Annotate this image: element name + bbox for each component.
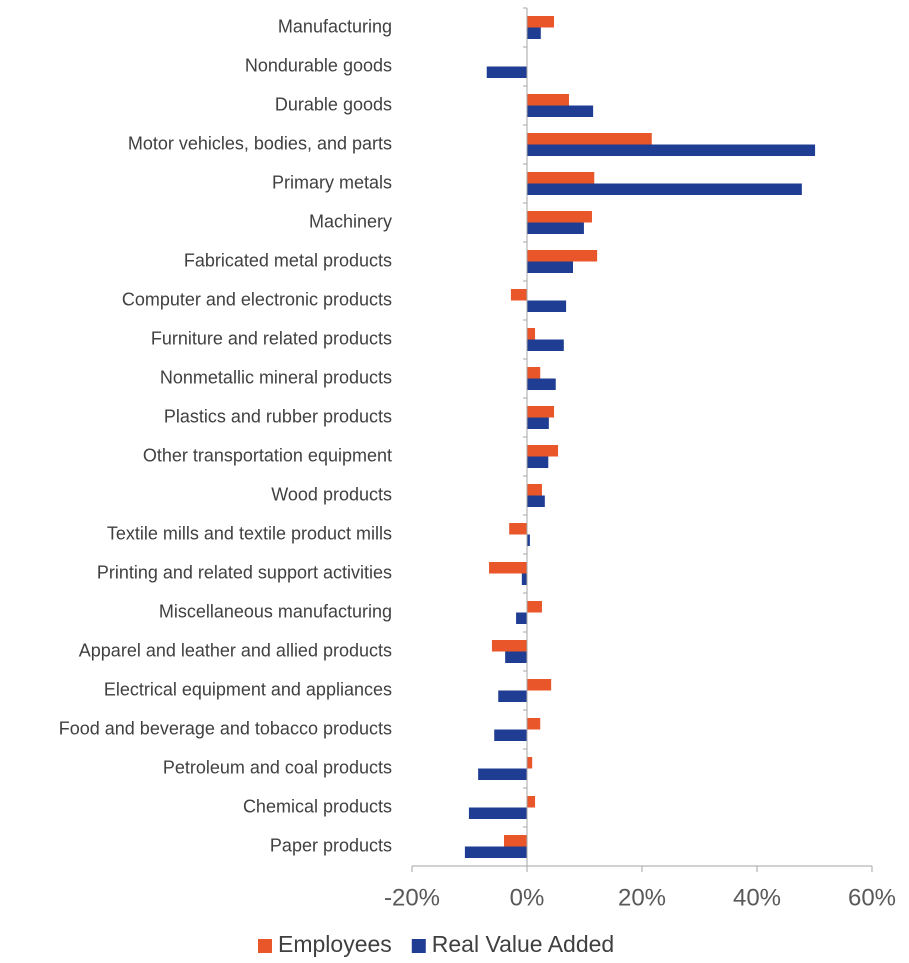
category-label: Wood products bbox=[271, 484, 392, 504]
bar bbox=[527, 601, 542, 613]
bar bbox=[468, 807, 527, 819]
bar bbox=[491, 640, 527, 652]
legend-label: Employees bbox=[278, 931, 392, 957]
category-label: Nondurable goods bbox=[245, 55, 392, 75]
bar bbox=[527, 495, 545, 507]
category-label: Paper products bbox=[270, 835, 392, 855]
bar bbox=[527, 796, 536, 808]
category-label: Fabricated metal products bbox=[184, 250, 392, 270]
x-tick-label: -20% bbox=[384, 884, 440, 911]
bar bbox=[527, 250, 598, 262]
bar bbox=[498, 690, 527, 702]
x-tick-label: 60% bbox=[848, 884, 896, 911]
bar bbox=[527, 484, 542, 496]
bar bbox=[510, 289, 527, 301]
category-label: Printing and related support activities bbox=[97, 562, 392, 582]
bar bbox=[527, 378, 556, 390]
bar bbox=[527, 406, 555, 418]
bar bbox=[464, 846, 527, 858]
category-label: Computer and electronic products bbox=[122, 289, 392, 309]
category-label: Chemical products bbox=[243, 796, 392, 816]
category-label: Furniture and related products bbox=[151, 328, 392, 348]
bar bbox=[489, 562, 527, 574]
x-tick-label: 0% bbox=[510, 884, 545, 911]
bar bbox=[527, 27, 541, 39]
x-tick-label: 20% bbox=[618, 884, 666, 911]
bar bbox=[504, 835, 527, 847]
bar bbox=[527, 757, 533, 769]
bar bbox=[486, 66, 527, 78]
category-label: Manufacturing bbox=[278, 16, 392, 36]
bar bbox=[527, 328, 536, 340]
bar bbox=[527, 105, 594, 117]
bar bbox=[527, 94, 569, 106]
x-tick-label: 40% bbox=[733, 884, 781, 911]
bar bbox=[527, 172, 595, 184]
bar bbox=[527, 679, 552, 691]
category-label: Petroleum and coal products bbox=[163, 757, 392, 777]
bar bbox=[527, 222, 584, 234]
legend-label: Real Value Added bbox=[432, 931, 614, 957]
category-label: Durable goods bbox=[275, 94, 392, 114]
bar bbox=[505, 651, 527, 663]
category-label: Plastics and rubber products bbox=[164, 406, 392, 426]
bar bbox=[478, 768, 527, 780]
bar bbox=[527, 211, 592, 223]
bar bbox=[527, 456, 549, 468]
bar bbox=[527, 133, 652, 145]
category-label: Motor vehicles, bodies, and parts bbox=[128, 133, 392, 153]
bar bbox=[527, 417, 549, 429]
legend-swatch bbox=[258, 939, 272, 953]
category-label: Apparel and leather and allied products bbox=[79, 640, 392, 660]
category-label: Food and beverage and tobacco products bbox=[59, 718, 392, 738]
bar bbox=[527, 445, 559, 457]
category-label: Nonmetallic mineral products bbox=[160, 367, 392, 387]
bar bbox=[521, 573, 527, 585]
category-label: Other transportation equipment bbox=[143, 445, 392, 465]
bar bbox=[527, 183, 802, 195]
bar bbox=[509, 523, 527, 535]
bar bbox=[527, 534, 530, 546]
category-label: Textile mills and textile product mills bbox=[107, 523, 392, 543]
bar bbox=[516, 612, 527, 624]
category-label: Electrical equipment and appliances bbox=[104, 679, 392, 699]
bar bbox=[527, 339, 564, 351]
bar bbox=[494, 729, 527, 741]
bar bbox=[527, 144, 816, 156]
bar bbox=[527, 300, 567, 312]
category-label: Machinery bbox=[309, 211, 392, 231]
bar bbox=[527, 367, 541, 379]
category-label: Primary metals bbox=[272, 172, 392, 192]
category-label: Miscellaneous manufacturing bbox=[159, 601, 392, 621]
legend-swatch bbox=[411, 939, 426, 953]
bar bbox=[527, 718, 541, 730]
bar bbox=[527, 16, 555, 28]
bar bbox=[527, 261, 573, 273]
